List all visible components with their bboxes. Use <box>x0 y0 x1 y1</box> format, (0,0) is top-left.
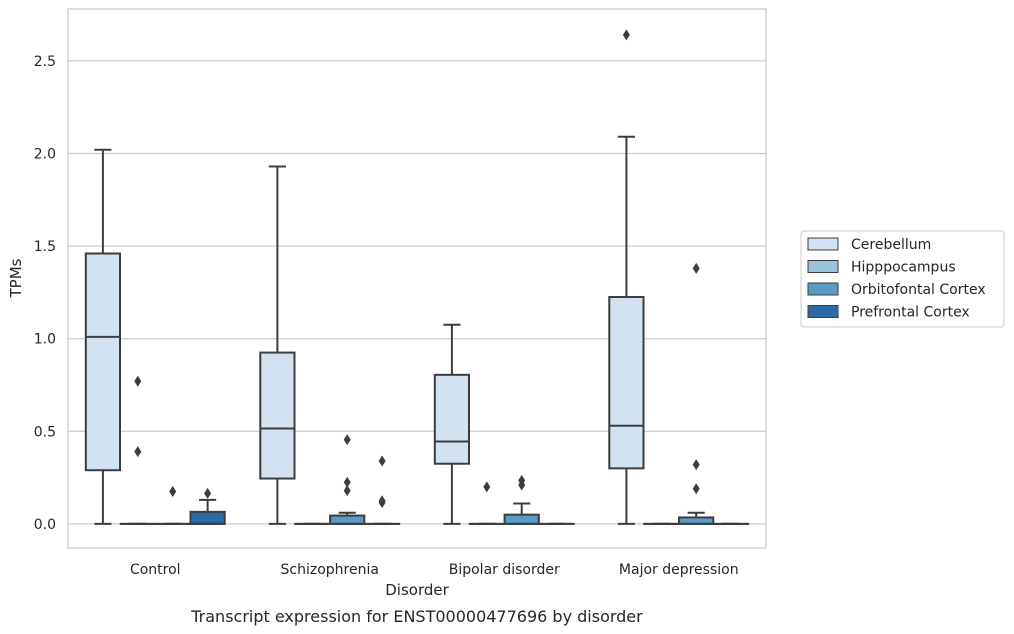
box-prefrontal-cortex-control <box>189 487 226 525</box>
y-axis-label: TPMs <box>7 258 25 298</box>
y-tick-label: 1.5 <box>34 239 56 255</box>
outlier-point <box>378 497 386 509</box>
x-tick-label: Bipolar disorder <box>449 562 560 578</box>
outlier-point <box>343 485 351 497</box>
boxes <box>84 29 750 525</box>
box-cerebellum-schizophrenia <box>259 165 296 525</box>
x-tick-label: Schizophrenia <box>281 562 379 578</box>
box-orbitofontal-cortex-major-depression <box>678 262 715 525</box>
box-cerebellum-bipolar-disorder <box>433 323 471 525</box>
outlier-point <box>692 262 700 274</box>
y-tick-label: 0.0 <box>34 517 56 533</box>
y-tick-label: 1.0 <box>34 332 56 348</box>
outlier-point <box>204 487 212 499</box>
box-prefrontal-cortex-schizophrenia <box>363 455 401 525</box>
legend-swatch <box>807 305 839 318</box>
legend-swatch <box>807 237 839 251</box>
outlier-point <box>622 29 630 41</box>
box-orbitofontal-cortex-bipolar-disorder <box>503 474 540 525</box>
box-cerebellum-major-depression <box>608 29 645 525</box>
legend: Cerebellum Hipppocampus Orbitofontal Corte… <box>800 230 1005 328</box>
legend-label: Orbitofontal Cortex <box>851 282 986 298</box>
legend-frame <box>800 230 1005 328</box>
outlier-point <box>692 459 700 471</box>
legend-label: Cerebellum <box>851 237 931 253</box>
box-body <box>433 373 471 465</box>
x-tick-labels: Control Schizophrenia Bipolar disorder Majo… <box>130 562 739 578</box>
y-tick-labels: 0.0 0.5 1.0 1.5 2.0 2.5 <box>34 54 56 533</box>
outlier-point <box>343 476 351 488</box>
outlier-point <box>134 446 142 458</box>
x-axis-label: Disorder <box>385 581 449 599</box>
box-orbitofontal-cortex-schizophrenia <box>329 434 366 525</box>
box-body <box>608 296 645 470</box>
x-tick-label: Control <box>130 562 181 578</box>
box-hipppocampus-control <box>119 375 156 525</box>
legend-swatch <box>807 260 839 273</box>
box-body <box>503 513 540 525</box>
plot-frame <box>67 8 767 549</box>
outlier-point <box>134 375 142 387</box>
legend-label: Hipppocampus <box>851 260 956 276</box>
outlier-point <box>343 434 351 446</box>
x-tick-label: Major depression <box>619 562 739 578</box>
legend-swatch <box>807 282 839 296</box>
figure-caption: Transcript expression for ENST0000047769… <box>190 607 643 626</box>
outlier-point <box>483 481 491 493</box>
box-body <box>329 514 366 525</box>
legend-label: Prefrontal Cortex <box>851 305 970 321</box>
box-body <box>189 510 226 525</box>
y-tick-label: 0.5 <box>34 424 56 440</box>
outlier-point <box>518 479 526 491</box>
box-hipppocampus-bipolar-disorder <box>468 481 505 525</box>
outlier-point <box>169 486 177 498</box>
outlier-point <box>692 483 700 495</box>
box-cerebellum-control <box>84 148 122 525</box>
y-tick-label: 2.5 <box>34 54 56 70</box>
y-tick-label: 2.0 <box>34 146 56 162</box>
outlier-point <box>378 455 386 467</box>
box-body <box>259 351 296 480</box>
box-body <box>84 252 122 472</box>
